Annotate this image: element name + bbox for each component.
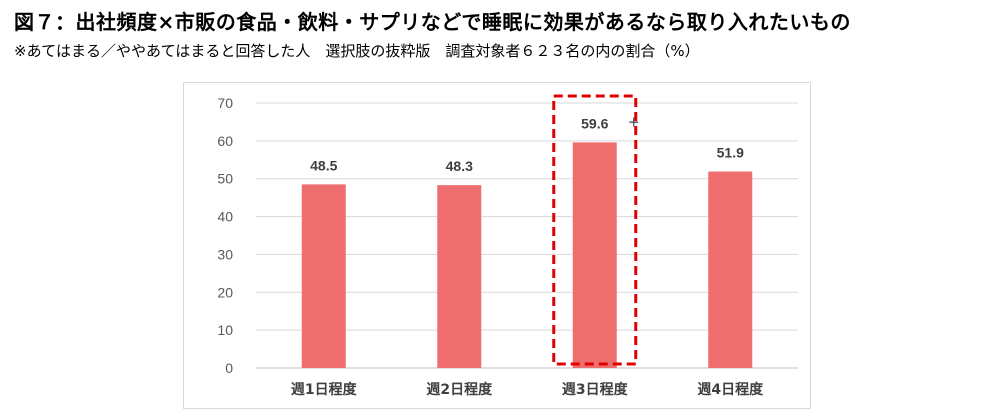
y-tick-label: 50 [217,171,233,187]
bar [301,184,346,368]
y-tick-label: 0 [225,360,233,376]
bar [572,142,617,368]
y-tick-label: 10 [217,322,233,338]
y-tick-label: 30 [217,246,233,262]
y-tick-label: 60 [217,133,233,149]
chart-title: 図７：出社頻度×市販の食品・飲料・サプリなどで睡眠に効果があるなら取り入れたいも… [14,10,851,34]
y-tick-label: 40 [217,209,233,225]
highlight-box [552,94,638,366]
data-label: 59.6 [581,115,608,131]
data-label: 51.9 [717,145,744,161]
data-label: 48.3 [446,158,473,174]
x-tick-label: 週2日程度 [426,381,493,398]
x-tick-label: 週1日程度 [291,381,358,398]
data-label: 48.5 [310,157,337,173]
chart-area: 0 10 20 30 40 50 60 70 48.5 週1日程度 48.3 週2日程度 59.6 週3日… [183,82,811,409]
highlight-marker: + [628,114,640,130]
x-tick-label: 週3日程度 [562,381,629,398]
bar [708,171,753,368]
y-tick-label: 20 [217,284,233,300]
y-tick-label: 70 [217,95,233,111]
bar-chart: 0 10 20 30 40 50 60 70 48.5 週1日程度 48.3 週2日程度 59.6 週3日… [217,94,798,398]
chart-subtitle: ※あてはまる／ややあてはまると回答した人 選択肢の抜粋版 調査対象者６２３名の内… [14,42,700,60]
x-tick-label: 週4日程度 [697,381,764,398]
bar [437,185,482,368]
